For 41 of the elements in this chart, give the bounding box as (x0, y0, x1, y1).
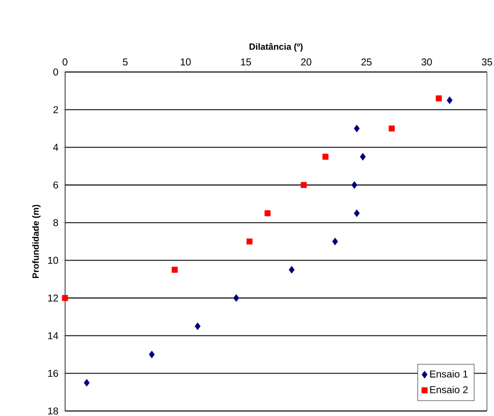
y-tick-label: 14 (48, 332, 58, 340)
legend-label: Ensaio 1 (430, 370, 468, 378)
point (436, 95, 442, 102)
point (264, 210, 271, 216)
point (360, 152, 366, 161)
point (446, 96, 453, 104)
point (194, 322, 201, 330)
point (300, 182, 307, 188)
y-tick-label: 0 (53, 68, 58, 76)
y-tick-label: 4 (53, 144, 58, 151)
point (332, 238, 338, 246)
y-tick-label: 8 (53, 219, 58, 226)
x-tick-label: 25 (361, 58, 372, 66)
legend-label: Ensaio 2 (430, 386, 468, 394)
y-axis-title: Profundidade (m) (32, 204, 41, 278)
y-tick-label: 10 (48, 256, 58, 264)
point (62, 295, 68, 302)
point (172, 266, 178, 273)
x-tick-label: 10 (180, 58, 191, 66)
x-tick-label: 15 (241, 58, 251, 66)
y-tick-label: 6 (53, 181, 58, 189)
x-tick-label: 35 (482, 58, 492, 66)
point (322, 154, 328, 160)
point (354, 124, 360, 132)
point (288, 266, 295, 274)
point (148, 350, 155, 358)
point (84, 378, 90, 387)
point (388, 126, 395, 132)
point (351, 181, 358, 189)
x-tick-label: 20 (301, 58, 312, 66)
y-tick-label: 16 (48, 370, 58, 377)
x-tick-label: 5 (122, 58, 128, 66)
x-tick-label: 30 (422, 58, 432, 66)
x-axis-title: Dilatância (º) (250, 43, 303, 52)
point (233, 294, 240, 302)
point (246, 238, 252, 244)
y-tick-label: 2 (53, 106, 58, 114)
y-tick-label: 12 (48, 294, 58, 302)
x-tick-label: 0 (62, 58, 68, 66)
point (354, 209, 360, 218)
y-tick-label: 18 (48, 407, 58, 415)
